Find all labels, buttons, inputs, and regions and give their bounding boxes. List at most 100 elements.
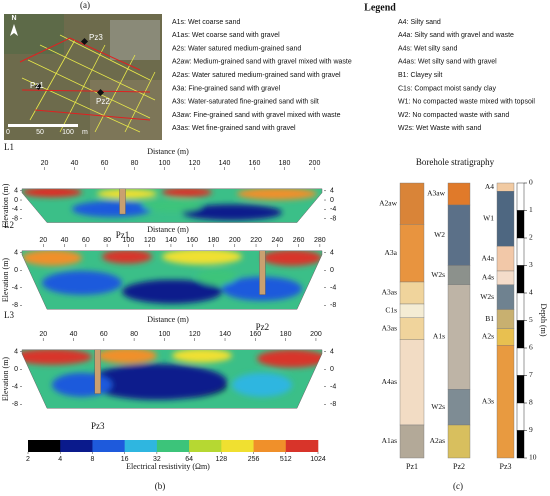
y-tick-label: -4 bbox=[330, 206, 336, 213]
y-tick-label: 4 bbox=[14, 188, 18, 195]
x-tick-label: 40 bbox=[70, 331, 78, 338]
stratum bbox=[496, 345, 515, 459]
well-column bbox=[119, 188, 126, 215]
x-tick-label: 60 bbox=[101, 160, 109, 167]
depth-tick-label: 3 bbox=[529, 260, 533, 269]
stratum bbox=[447, 424, 471, 459]
y-tick-label: 0 bbox=[330, 366, 334, 373]
y-tick-label: -8 bbox=[12, 401, 18, 408]
resistivity-zone bbox=[162, 188, 212, 198]
borehole-name: Pz3 bbox=[500, 462, 512, 471]
depth-scale-segment bbox=[516, 375, 525, 404]
colorbar-tick-label: 8 bbox=[90, 456, 94, 463]
x-tick-label: 80 bbox=[130, 331, 138, 338]
colorbar-swatch bbox=[124, 440, 158, 452]
stratum bbox=[399, 317, 425, 340]
stratum-label: A4 bbox=[485, 182, 494, 191]
x-tick-label: 160 bbox=[249, 331, 261, 338]
borehole-name: Pz1 bbox=[406, 462, 418, 471]
colorbar-tick-label: 128 bbox=[215, 456, 227, 463]
y-axis-label: Elevation (m) bbox=[1, 183, 10, 228]
section-blobs bbox=[22, 188, 317, 221]
resistivity-zone bbox=[22, 349, 92, 365]
y-tick-label: 0 bbox=[14, 197, 18, 204]
x-tick-label: 200 bbox=[309, 160, 321, 167]
depth-tick-label: 0 bbox=[529, 178, 533, 187]
resistivity-zone bbox=[232, 372, 292, 397]
x-tick-label: 220 bbox=[250, 237, 262, 244]
x-tick-label: 100 bbox=[159, 331, 171, 338]
stratum bbox=[447, 389, 471, 426]
y-tick-label: 0 bbox=[330, 197, 334, 204]
stratum-label: B1 bbox=[485, 314, 494, 323]
depth-tick-label: 9 bbox=[529, 425, 533, 434]
x-tick-label: 100 bbox=[159, 160, 171, 167]
map bbox=[4, 14, 162, 140]
x-tick-label: 40 bbox=[71, 160, 79, 167]
well-label: Pz2 bbox=[96, 97, 110, 106]
resistivity-zone bbox=[122, 279, 222, 304]
north-arrow bbox=[10, 24, 18, 36]
borehole-name: Pz2 bbox=[453, 462, 465, 471]
depth-tick-label: 8 bbox=[529, 398, 533, 407]
x-tick-label: 180 bbox=[279, 160, 291, 167]
legend-entry: C1s: Compact moist sandy clay bbox=[398, 85, 497, 92]
legend-entry: A1as: Wet coarse sand with gravel bbox=[172, 32, 280, 39]
depth-scale-segment bbox=[516, 402, 525, 431]
stratum-label: A3as bbox=[382, 323, 397, 332]
x-tick-label: 180 bbox=[280, 331, 292, 338]
y-tick-label: -4 bbox=[12, 206, 18, 213]
x-tick-label: 100 bbox=[123, 237, 135, 244]
colorbar-tick-label: 64 bbox=[185, 456, 193, 463]
legend-entry: A3s: Water-saturated fine-grained sand w… bbox=[172, 99, 319, 106]
legend-entry: A4s: Wet silty sand bbox=[398, 45, 458, 52]
y-tick-label: -4 bbox=[12, 285, 18, 292]
resistivity-zone bbox=[172, 349, 232, 363]
colorbar-swatch bbox=[189, 440, 222, 452]
depth-tick-label: 4 bbox=[529, 288, 533, 297]
stratum-label: W2s bbox=[431, 270, 445, 279]
stratum bbox=[447, 182, 471, 206]
y-tick-label: -8 bbox=[330, 401, 336, 408]
y-tick-label: 0 bbox=[14, 366, 18, 373]
resistivity-zone bbox=[97, 349, 157, 364]
y-tick-label: -4 bbox=[330, 384, 336, 391]
x-axis-label: Distance (m) bbox=[147, 315, 189, 324]
x-tick-label: 120 bbox=[144, 237, 156, 244]
y-tick-label: -4 bbox=[330, 285, 336, 292]
section-outline bbox=[21, 349, 323, 409]
x-axis-label: Distance (m) bbox=[147, 147, 189, 156]
section-outline bbox=[21, 250, 323, 310]
colorbar-swatch bbox=[28, 440, 61, 452]
profile-lines bbox=[19, 37, 151, 121]
resistivity-zone bbox=[52, 372, 112, 397]
colorbar-tick-label: 4 bbox=[58, 456, 62, 463]
stratum bbox=[399, 424, 425, 459]
stratum bbox=[496, 328, 515, 346]
section-blobs bbox=[22, 250, 322, 304]
x-tick-label: 260 bbox=[293, 237, 305, 244]
depth-scale-segment bbox=[516, 237, 525, 266]
legend-entry: A1s: Wet coarse sand bbox=[172, 19, 240, 26]
depth-label: Depth (m) bbox=[539, 303, 548, 336]
profile-name: L2 bbox=[4, 220, 14, 230]
y-tick-label: -8 bbox=[12, 215, 18, 222]
stratum-label: A4s bbox=[482, 273, 494, 282]
resistivity-zone bbox=[197, 269, 237, 286]
x-tick-label: 160 bbox=[249, 160, 261, 167]
y-tick-label: 4 bbox=[14, 250, 18, 257]
profile-name: L3 bbox=[4, 310, 14, 320]
x-axis-label: Distance (m) bbox=[147, 225, 189, 234]
stratum-label: C1s bbox=[385, 306, 397, 315]
profile-name: L1 bbox=[4, 142, 14, 152]
x-tick-label: 280 bbox=[314, 237, 326, 244]
x-tick-label: 60 bbox=[100, 331, 108, 338]
well-label: Pz1 bbox=[30, 81, 44, 90]
y-tick-label: -8 bbox=[330, 215, 336, 222]
colorbar-tick-label: 32 bbox=[153, 456, 161, 463]
resistivity-zone bbox=[162, 250, 242, 265]
well-column bbox=[259, 250, 266, 295]
legend-entry: A3as: Wet fine-grained sand with gravel bbox=[172, 125, 296, 132]
depth-tick-label: 1 bbox=[529, 205, 533, 214]
y-tick-label: 0 bbox=[330, 267, 334, 274]
